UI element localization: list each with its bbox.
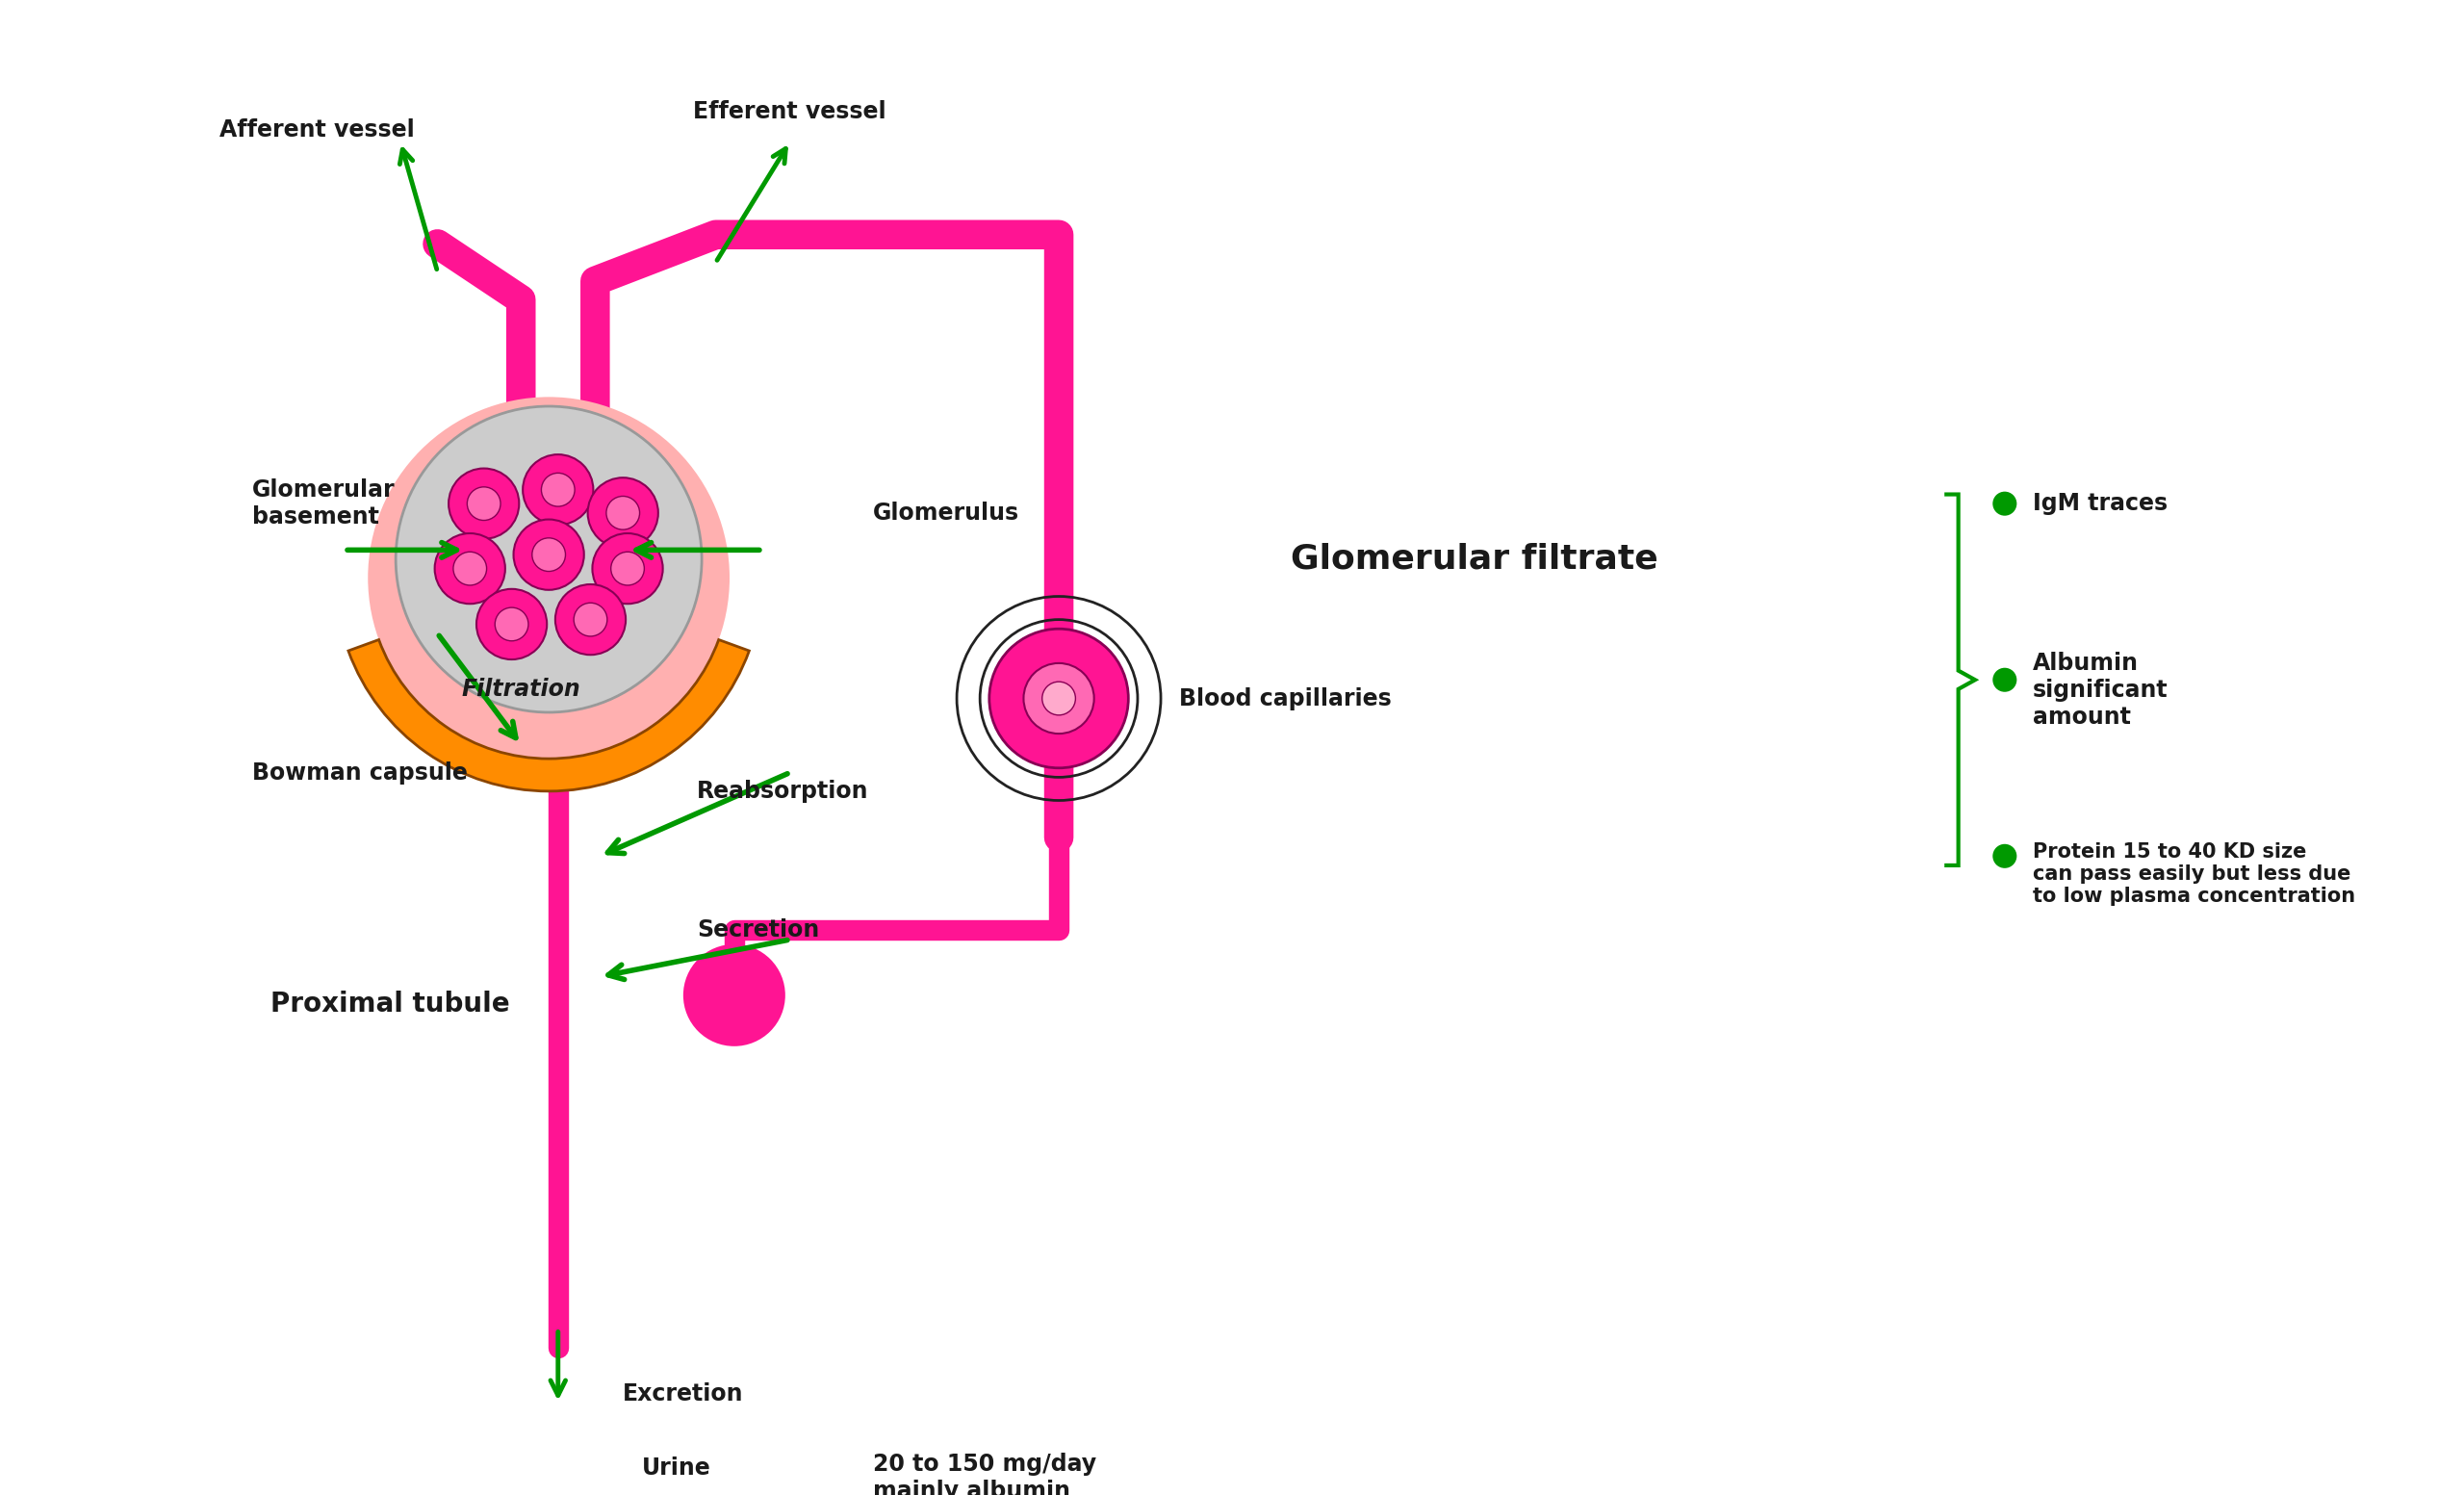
Text: Blood capillaries: Blood capillaries bbox=[1180, 686, 1392, 710]
Circle shape bbox=[476, 589, 547, 659]
Circle shape bbox=[367, 398, 729, 758]
Text: Glomerulus: Glomerulus bbox=[872, 501, 1020, 525]
Circle shape bbox=[574, 602, 606, 637]
Circle shape bbox=[606, 496, 641, 529]
Circle shape bbox=[589, 478, 658, 549]
Circle shape bbox=[468, 487, 500, 520]
Text: Secretion: Secretion bbox=[697, 919, 821, 942]
Text: Reabsorption: Reabsorption bbox=[697, 779, 870, 803]
Circle shape bbox=[1993, 845, 2016, 869]
Circle shape bbox=[683, 945, 786, 1046]
Circle shape bbox=[453, 552, 485, 585]
Text: Albumin
significant
amount: Albumin significant amount bbox=[2033, 652, 2168, 728]
Text: Glomerular
basement: Glomerular basement bbox=[251, 478, 394, 529]
Circle shape bbox=[397, 407, 702, 712]
Text: Afferent vessel: Afferent vessel bbox=[219, 118, 414, 142]
Circle shape bbox=[542, 472, 574, 507]
Circle shape bbox=[532, 538, 564, 571]
Text: Proximal tubule: Proximal tubule bbox=[271, 991, 510, 1018]
Circle shape bbox=[522, 454, 594, 525]
Text: 20 to 150 mg/day
mainly albumin: 20 to 150 mg/day mainly albumin bbox=[872, 1453, 1096, 1495]
Text: Filtration: Filtration bbox=[461, 677, 582, 701]
Text: IgM traces: IgM traces bbox=[2033, 492, 2168, 516]
Circle shape bbox=[434, 534, 505, 604]
Text: Glomerular filtrate: Glomerular filtrate bbox=[1291, 543, 1658, 576]
Circle shape bbox=[988, 629, 1129, 768]
Circle shape bbox=[554, 585, 626, 655]
Circle shape bbox=[448, 468, 520, 538]
Circle shape bbox=[513, 519, 584, 591]
Text: Excretion: Excretion bbox=[623, 1383, 744, 1405]
Wedge shape bbox=[347, 640, 749, 791]
Text: Protein 15 to 40 KD size
can pass easily but less due
to low plasma concentratio: Protein 15 to 40 KD size can pass easily… bbox=[2033, 842, 2356, 906]
Circle shape bbox=[591, 534, 663, 604]
Text: Efferent vessel: Efferent vessel bbox=[692, 100, 887, 124]
Circle shape bbox=[1023, 664, 1094, 734]
Circle shape bbox=[495, 607, 527, 641]
Circle shape bbox=[1993, 668, 2016, 692]
Circle shape bbox=[1042, 682, 1074, 715]
Circle shape bbox=[611, 552, 643, 585]
Text: Urine: Urine bbox=[641, 1456, 710, 1480]
Circle shape bbox=[1993, 492, 2016, 516]
Text: Bowman capsule: Bowman capsule bbox=[251, 761, 468, 785]
